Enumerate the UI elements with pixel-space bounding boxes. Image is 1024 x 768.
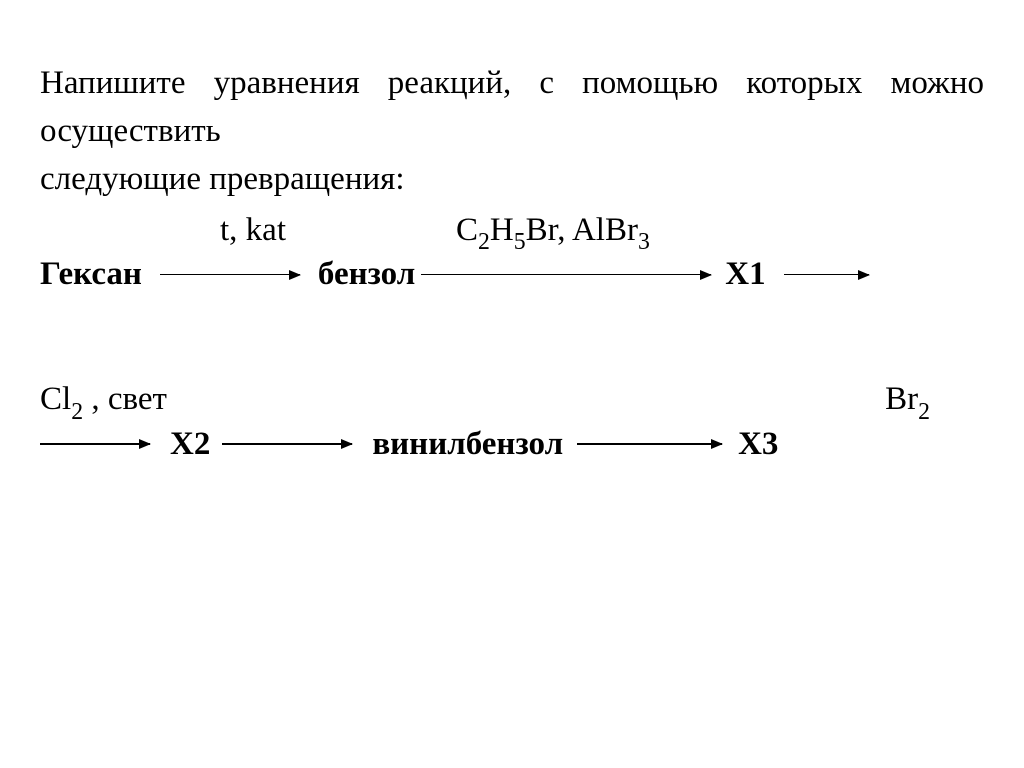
scheme-row-1: Гексан бензол X1 bbox=[40, 256, 984, 293]
compound-benzene: бензол bbox=[318, 256, 415, 293]
vertical-gap bbox=[40, 293, 984, 381]
reagent-row-1: t, kat C2H5Br, AlBr3 bbox=[40, 212, 984, 255]
problem-line1: Напишите уравнения реакций, с помощью ко… bbox=[40, 65, 984, 149]
arrow-icon bbox=[160, 274, 300, 276]
reagent-br2: Br2 bbox=[885, 381, 930, 424]
formula-sub: 2 bbox=[478, 229, 490, 255]
formula-sub: 2 bbox=[918, 399, 930, 425]
formula-part: Br bbox=[885, 381, 918, 417]
problem-text: Напишите уравнения реакций, с помощью ко… bbox=[40, 60, 984, 204]
arrow-icon bbox=[40, 443, 150, 445]
reagent-t-kat: t, kat bbox=[220, 212, 286, 255]
formula-part: , свет bbox=[83, 381, 167, 417]
arrow-icon bbox=[222, 443, 352, 445]
formula-part: C bbox=[456, 212, 478, 248]
reagent-cl2-light: Cl2 , свет bbox=[40, 381, 167, 424]
arrow-icon bbox=[421, 274, 711, 276]
arrow-icon bbox=[577, 443, 722, 445]
slide-page: Напишите уравнения реакций, с помощью ко… bbox=[0, 0, 1024, 768]
compound-vinylbenzene: винилбензол bbox=[372, 426, 563, 463]
formula-part: Br, AlBr bbox=[526, 212, 638, 248]
formula-sub: 3 bbox=[638, 229, 650, 255]
compound-hexane: Гексан bbox=[40, 256, 142, 293]
formula-sub: 5 bbox=[514, 229, 526, 255]
formula-sub: 2 bbox=[71, 399, 83, 425]
compound-x2: X2 bbox=[170, 426, 210, 463]
reagent-row-2: Cl2 , свет Br2 bbox=[40, 381, 984, 424]
formula-part: H bbox=[490, 212, 514, 248]
scheme-row-2: X2 винилбензол X3 bbox=[40, 426, 984, 463]
compound-x3: X3 bbox=[738, 426, 778, 463]
formula-part: Cl bbox=[40, 381, 71, 417]
problem-line2: следующие превращения: bbox=[40, 161, 405, 197]
reagent-c2h5br-albr3: C2H5Br, AlBr3 bbox=[456, 212, 650, 255]
arrow-icon bbox=[784, 274, 869, 276]
compound-x1: X1 bbox=[725, 256, 765, 293]
